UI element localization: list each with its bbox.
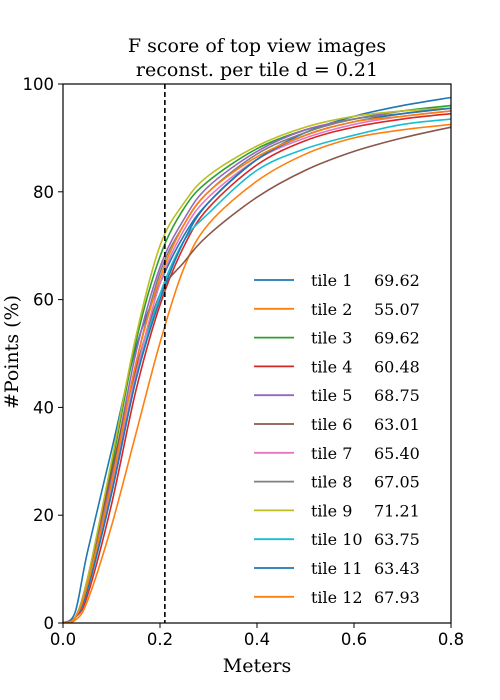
x-tick-label: 0.6 [341,630,367,649]
legend-score: 63.75 [374,530,420,549]
legend-score: 63.01 [374,415,420,434]
y-axis-ticks: 0 20 40 60 80 100 [23,75,63,633]
legend-score: 65.40 [374,444,420,463]
y-axis-label: #Points (%) [1,295,23,409]
legend-entry-tile-12: tile 12 67.93 [254,588,420,607]
legend-name: tile 1 [311,271,352,290]
x-tick-label: 0.4 [244,630,270,649]
x-tick-label: 0.0 [50,630,76,649]
legend-score: 60.48 [374,357,420,376]
legend-name: tile 7 [311,444,352,463]
legend-name: tile 5 [311,386,352,405]
series-line-tile-9 [63,107,451,623]
x-axis-label: Meters [223,655,291,677]
legend-name: tile 9 [311,501,352,520]
series-line-tile-2 [63,123,451,623]
legend-entry-tile-10: tile 10 63.75 [254,530,420,549]
legend-name: tile 6 [311,415,352,434]
series-line-tile-12 [63,110,451,623]
x-tick-label: 0.2 [147,630,173,649]
legend-score: 67.05 [374,473,420,492]
legend-entry-tile-2: tile 2 55.07 [254,300,420,319]
y-tick-label: 100 [23,75,55,94]
legend-score: 69.62 [374,329,420,348]
x-axis-ticks: 0.0 0.2 0.4 0.6 0.8 [50,623,464,649]
legend-entry-tile-1: tile 1 69.62 [254,271,420,290]
legend-entry-tile-3: tile 3 69.62 [254,329,420,348]
legend-score: 71.21 [374,501,420,520]
legend: tile 1 69.62 tile 2 55.07 tile 3 69.62 tile 4 6… [254,271,420,607]
series-line-tile-4 [63,112,451,623]
y-tick-label: 40 [33,398,54,417]
y-tick-label: 80 [33,183,54,202]
legend-score: 55.07 [374,300,420,319]
x-tick-label: 0.8 [438,630,464,649]
plot-background [63,84,451,623]
plot-area: 0.0 0.2 0.4 0.6 0.8 0 20 40 60 80 100 [23,75,465,649]
legend-entry-tile-11: tile 11 63.43 [254,559,420,578]
legend-entry-tile-5: tile 5 68.75 [254,386,420,405]
y-tick-label: 60 [33,291,54,310]
series-lines [63,96,451,623]
y-tick-label: 20 [33,506,54,525]
legend-name: tile 3 [311,329,352,348]
chart-title: F score of top view images [128,35,386,57]
legend-score: 63.43 [374,559,420,578]
legend-name: tile 4 [311,357,352,376]
legend-score: 68.75 [374,386,420,405]
legend-entry-tile-9: tile 9 71.21 [254,501,420,520]
legend-name: tile 11 [311,559,363,578]
legend-score: 69.62 [374,271,420,290]
legend-entry-tile-4: tile 4 60.48 [254,357,420,376]
legend-entry-tile-7: tile 7 65.40 [254,444,420,463]
legend-entry-tile-8: tile 8 67.05 [254,473,420,492]
legend-name: tile 12 [311,588,363,607]
legend-name: tile 8 [311,473,352,492]
legend-name: tile 2 [311,300,352,319]
legend-name: tile 10 [311,530,363,549]
legend-score: 67.93 [374,588,420,607]
chart-subtitle: reconst. per tile d = 0.21 [136,59,378,81]
legend-entry-tile-6: tile 6 63.01 [254,415,420,434]
y-tick-label: 0 [44,614,55,633]
